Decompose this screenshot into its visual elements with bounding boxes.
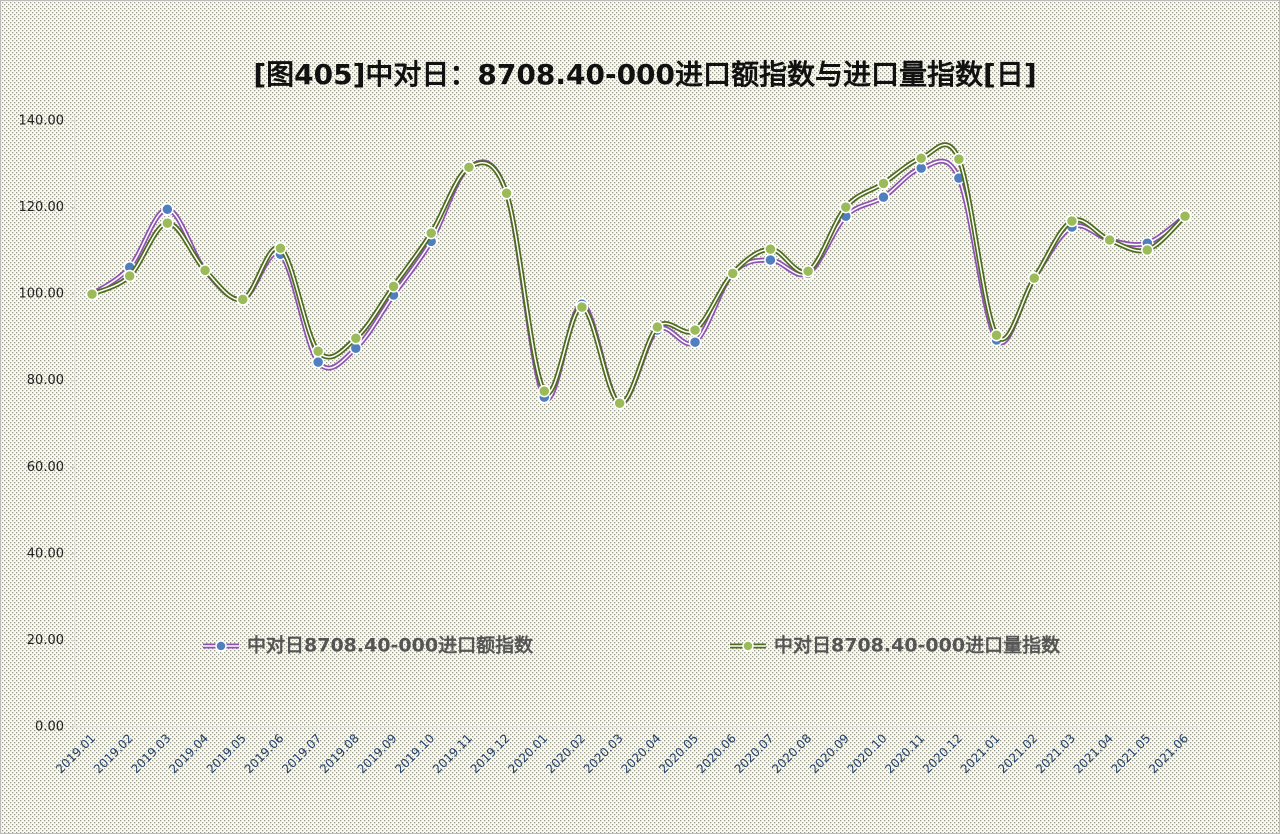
point xyxy=(161,216,174,230)
point xyxy=(877,177,890,190)
legend-label: 中对日8708.40-000进口量指数 xyxy=(774,634,1061,657)
point xyxy=(1178,209,1192,223)
point xyxy=(990,329,1003,342)
point xyxy=(311,345,325,358)
point xyxy=(538,384,551,398)
point xyxy=(236,293,250,306)
point xyxy=(462,161,476,174)
point xyxy=(1141,243,1154,257)
point xyxy=(1103,233,1116,247)
point xyxy=(764,253,777,267)
y-tick-label: 80.00 xyxy=(27,373,64,388)
point xyxy=(952,152,966,166)
point xyxy=(764,242,777,256)
point xyxy=(85,287,99,301)
y-tick-label: 140.00 xyxy=(19,114,65,129)
chart-title: [图405]中对日：8708.40-000进口额指数与进口量指数[日] xyxy=(253,58,1036,91)
y-tick-label: 20.00 xyxy=(27,633,64,648)
point xyxy=(1065,214,1079,228)
point xyxy=(123,269,136,283)
point xyxy=(349,332,363,345)
point xyxy=(424,226,438,240)
y-tick-label: 40.00 xyxy=(27,546,64,561)
point xyxy=(726,267,739,280)
point xyxy=(801,264,815,278)
point xyxy=(311,355,325,369)
legend-marker xyxy=(215,640,227,652)
point xyxy=(274,242,287,255)
point xyxy=(877,190,890,204)
point xyxy=(500,187,513,200)
point xyxy=(613,396,626,410)
point xyxy=(914,151,928,165)
point xyxy=(651,320,664,334)
y-tick-label: 120.00 xyxy=(19,200,65,215)
point xyxy=(161,203,174,216)
point xyxy=(688,323,702,337)
legend-marker xyxy=(742,640,754,652)
point xyxy=(575,300,589,314)
point xyxy=(839,200,853,214)
y-tick-label: 0.00 xyxy=(35,720,64,735)
point xyxy=(688,335,702,349)
point xyxy=(1027,271,1041,285)
y-tick-label: 100.00 xyxy=(19,287,65,302)
point xyxy=(198,264,212,277)
point xyxy=(387,280,400,293)
y-tick-label: 60.00 xyxy=(27,460,64,475)
legend-label: 中对日8708.40-000进口额指数 xyxy=(247,634,534,657)
